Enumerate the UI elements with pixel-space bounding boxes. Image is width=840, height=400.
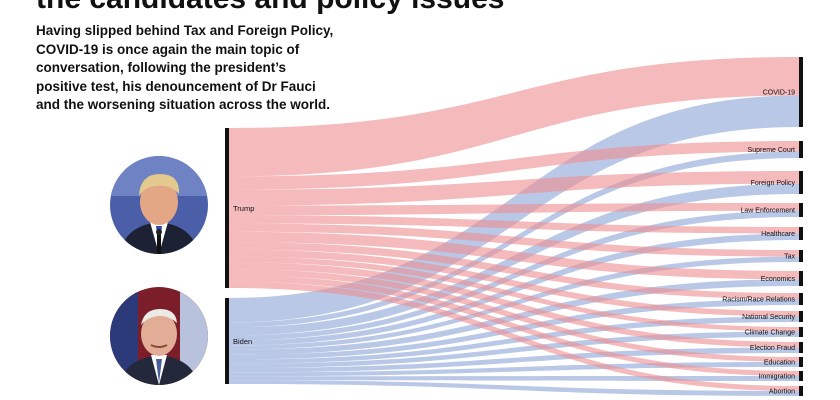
nodes [225,57,803,396]
node-abortion [799,386,803,396]
node-biden [225,298,229,384]
node-supreme-court [799,141,803,158]
flow-biden-racism-race-relations [229,299,799,360]
node-covid-19 [799,57,803,127]
flow-trump-election-fraud [229,262,799,348]
intro-text: Having slipped behind Tax and Foreign Po… [36,23,334,112]
label-trump: Trump [233,204,254,213]
flow-trump-law-enforcement [229,203,799,216]
node-education [799,357,803,367]
biden-portrait [110,287,208,385]
flow-trump-education [229,269,799,362]
flow-biden-climate-change [229,331,799,369]
flow-trump-healthcare [229,215,799,234]
flow-trump-immigration [229,275,799,376]
node-trump [225,128,229,288]
trump-portrait [110,156,208,254]
node-racism-race-relations [799,293,803,305]
node-election-fraud [799,342,803,353]
label-education: Education [764,360,795,367]
label-biden: Biden [233,337,252,346]
flow-biden-election-fraud [229,347,799,373]
label-national-security: National Security [742,314,795,321]
label-foreign-policy: Foreign Policy [751,180,796,187]
flow-trump-foreign-policy [229,171,799,206]
node-national-security [799,311,803,322]
label-tax: Tax [784,254,795,261]
flow-trump-economics [229,231,799,280]
flow-trump-supreme-court [229,141,799,190]
label-covid-19: COVID-19 [763,90,795,97]
node-tax [799,250,803,262]
flow-biden-immigration [229,376,799,381]
label-law-enforcement: Law Enforcement [741,208,796,215]
label-racism-race-relations: Racism/Race Relations [722,297,795,304]
node-law-enforcement [799,203,803,217]
flow-trump-climate-change [229,256,799,332]
label-healthcare: Healthcare [761,231,795,238]
flow-links [229,57,799,396]
flow-trump-national-security [229,249,799,317]
flow-trump-tax [229,223,799,257]
label-immigration: Immigration [758,374,795,381]
flow-biden-law-enforcement [229,210,799,341]
node-healthcare [799,227,803,240]
label-election-fraud: Election Fraud [750,345,795,352]
node-climate-change [799,327,803,337]
flow-trump-abortion [229,281,799,391]
page-title: the candidates and policy issues [36,0,505,16]
label-abortion: Abortion [769,389,795,396]
node-immigration [799,371,803,381]
label-supreme-court: Supreme Court [748,147,796,154]
label-climate-change: Climate Change [745,330,795,337]
node-foreign-policy [799,171,803,194]
label-economics: Economics [761,276,796,283]
flow-biden-national-security [229,316,799,364]
node-labels: Trump Biden COVID-19 Supreme Court Foreign P… [233,90,796,396]
flow-biden-healthcare [229,233,799,346]
flow-trump-racism-race-relations [229,242,799,299]
flow-trump-covid-19 [229,57,799,177]
node-economics [799,271,803,286]
flow-biden-abortion [229,380,799,396]
